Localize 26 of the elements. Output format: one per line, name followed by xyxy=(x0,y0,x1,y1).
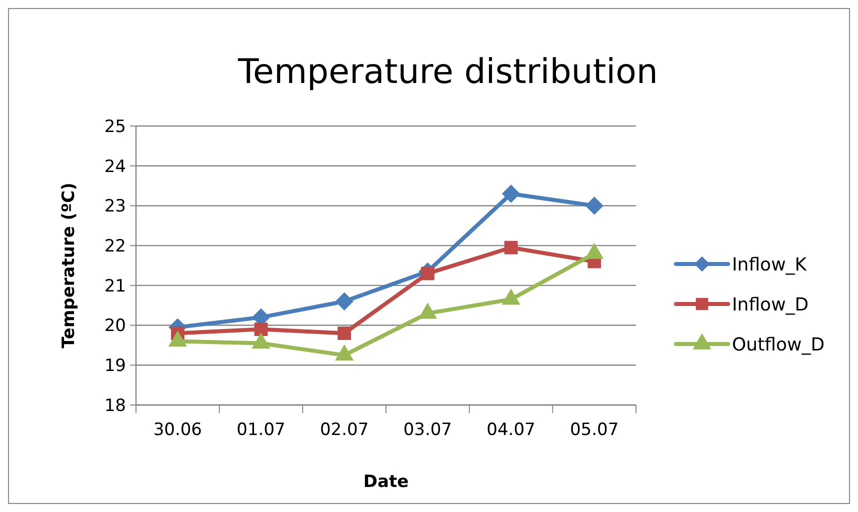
y-tick-label: 24 xyxy=(104,156,126,177)
y-tick-label: 22 xyxy=(104,236,126,257)
point xyxy=(504,240,518,254)
x-tick-label: 05.07 xyxy=(570,420,619,440)
x-axis-title: Date xyxy=(363,472,409,492)
chart-title: Temperature distribution xyxy=(237,52,658,92)
x-tick-label: 03.07 xyxy=(403,420,452,440)
x-tick-label: 02.07 xyxy=(320,420,369,440)
x-tick-label: 04.07 xyxy=(486,420,536,440)
y-tick-label: 23 xyxy=(104,196,126,217)
point xyxy=(254,322,268,336)
y-tick-label: 21 xyxy=(104,276,126,296)
point xyxy=(502,184,520,203)
y-axis-title: Temperature (ºC) xyxy=(59,182,79,348)
y-tick-label: 18 xyxy=(104,396,126,416)
point xyxy=(335,292,354,310)
x-tick-label: 01.07 xyxy=(236,420,286,440)
legend-label: Inflow_K xyxy=(732,254,808,276)
point xyxy=(338,326,352,340)
y-tick-label: 25 xyxy=(104,116,126,137)
legend-label: Inflow_D xyxy=(732,294,809,316)
y-tick-label: 20 xyxy=(104,316,126,336)
legend-label: Outflow_D xyxy=(732,334,825,356)
point xyxy=(585,196,604,215)
y-tick-label: 19 xyxy=(104,356,126,376)
x-tick-label: 30.06 xyxy=(153,420,202,440)
